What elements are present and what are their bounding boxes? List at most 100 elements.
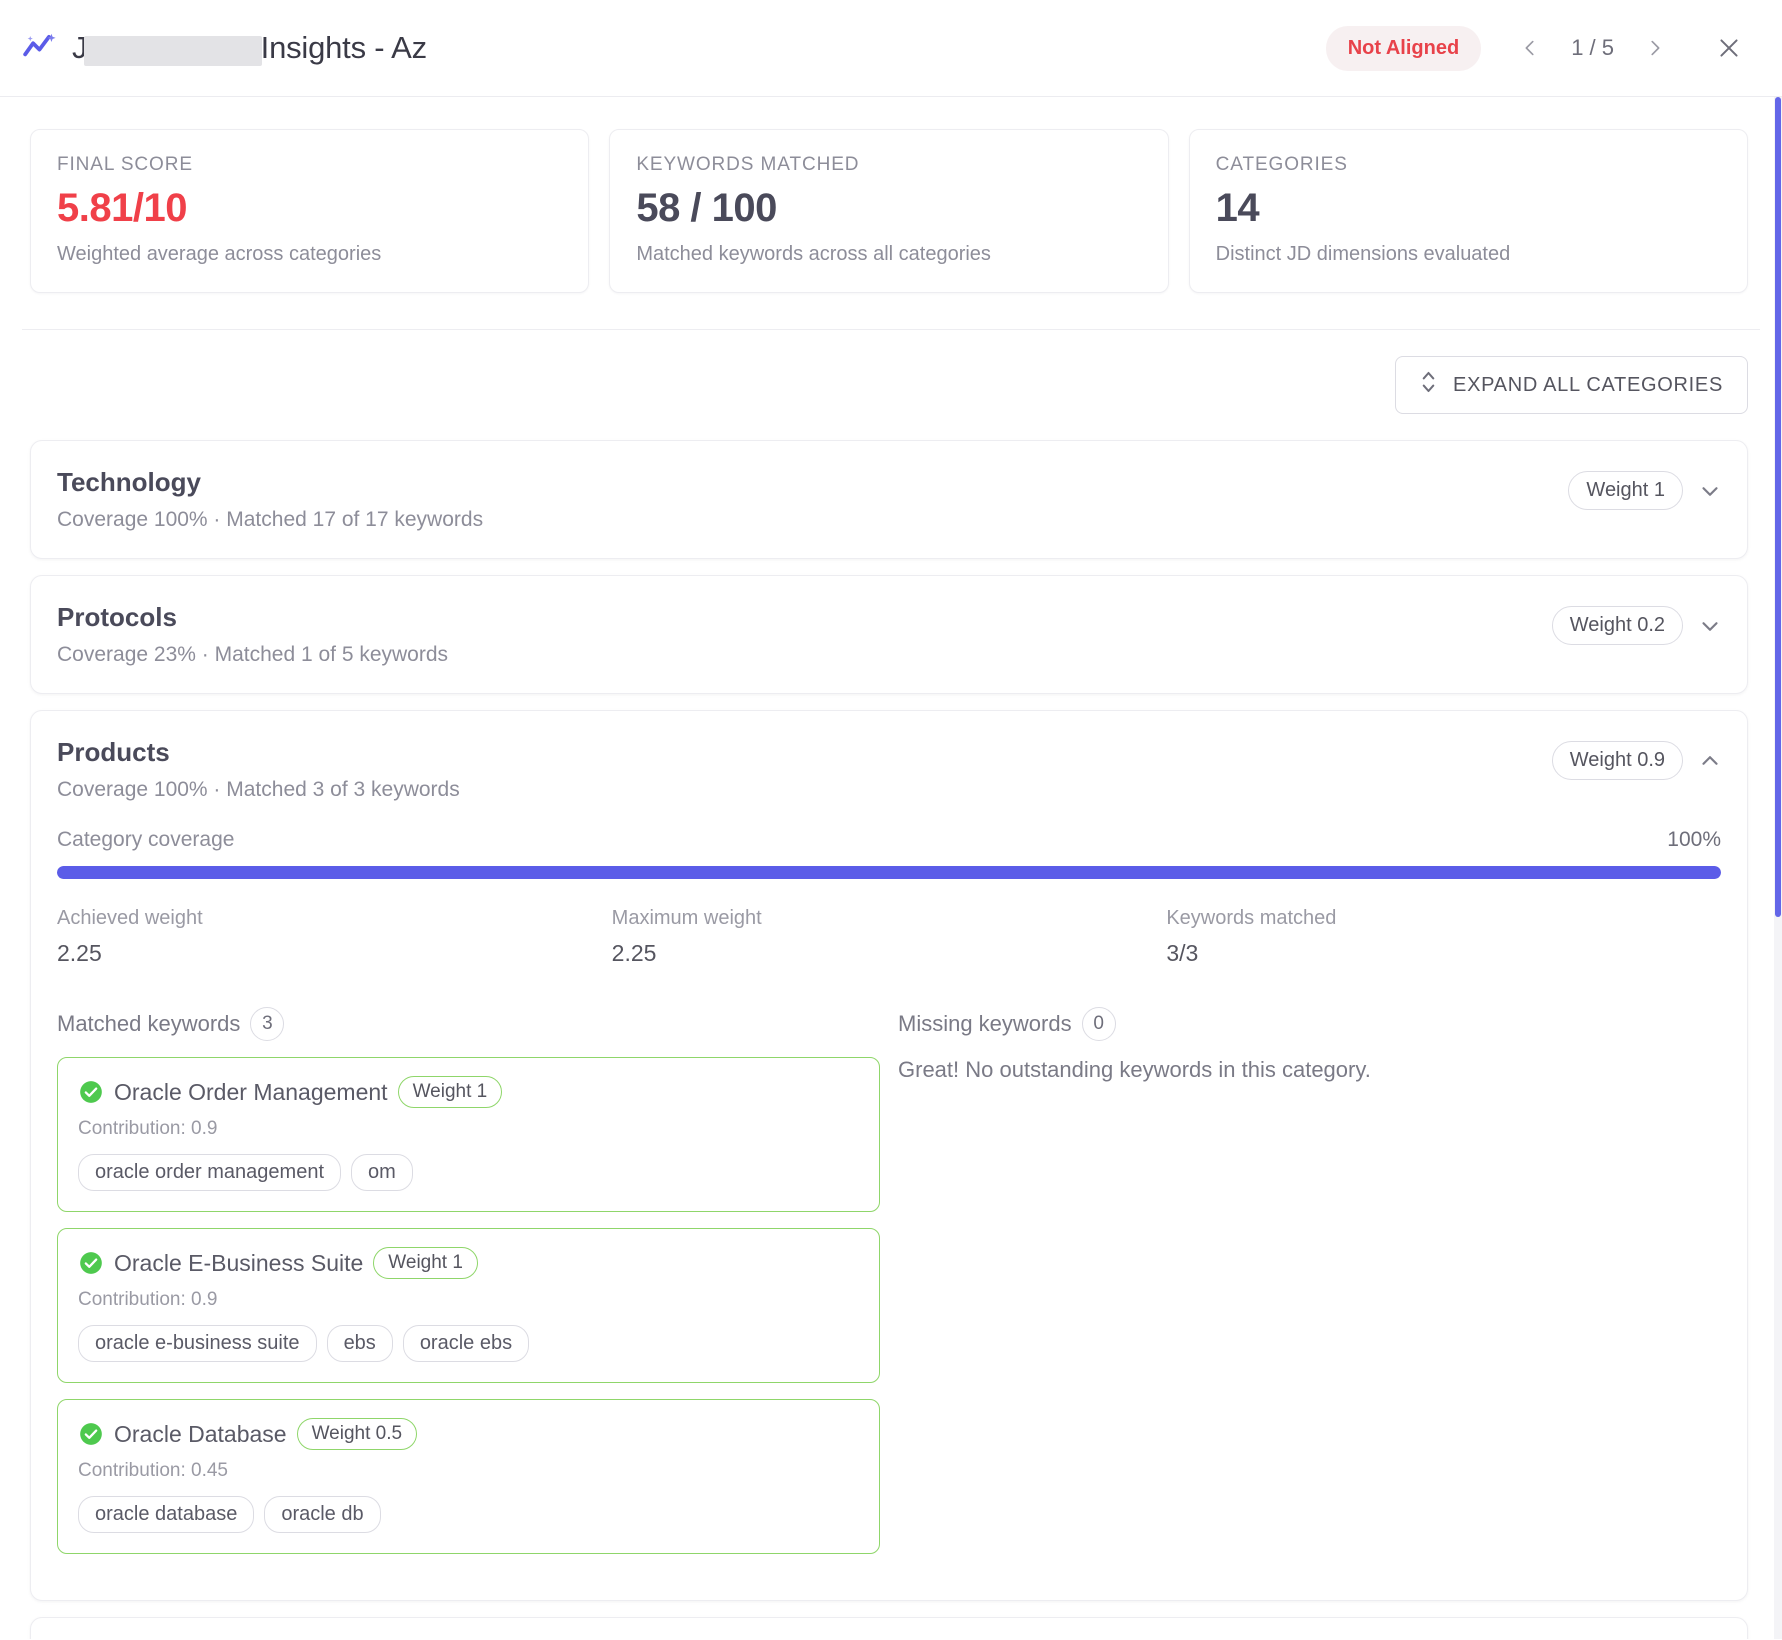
- coverage-progress-fill: [57, 866, 1721, 879]
- content-scroll-area: FINAL SCORE 5.81/10 Weighted average acr…: [0, 97, 1782, 1639]
- sparkline-icon: [22, 29, 60, 67]
- stat-card-categories: CATEGORIES 14 Distinct JD dimensions eva…: [1188, 129, 1748, 293]
- stat-label: FINAL SCORE: [57, 154, 193, 175]
- page-title-suffix: z: [411, 30, 428, 65]
- check-circle-icon: [78, 1079, 104, 1105]
- next-page-button[interactable]: [1632, 25, 1678, 71]
- matched-keyword-weight: Weight 1: [397, 1076, 503, 1108]
- vertical-scrollbar-thumb[interactable]: [1775, 97, 1781, 917]
- metric-label: Maximum weight: [611, 907, 762, 929]
- stat-subtitle: Distinct JD dimensions evaluated: [1215, 243, 1511, 265]
- metric-value: 3/3: [1166, 940, 1199, 966]
- stat-label: KEYWORDS MATCHED: [636, 154, 860, 175]
- matched-keyword-card: Oracle Order Management Weight 1 Contrib…: [57, 1057, 880, 1212]
- matched-keyword-chips: oracle database oracle db: [78, 1496, 859, 1533]
- page-title: JD Alignment Insights - A z: [72, 30, 427, 66]
- redacted-name: [84, 36, 262, 66]
- stat-subtitle: Matched keywords across all categories: [636, 243, 991, 265]
- keyword-chip: oracle order management: [78, 1154, 342, 1191]
- matched-keyword-weight: Weight 1: [373, 1247, 478, 1279]
- keyword-chip: oracle e-business suite: [78, 1325, 317, 1362]
- matched-keywords-count: 3: [250, 1007, 285, 1041]
- missing-keywords-header: Missing keywords 0: [898, 1007, 1721, 1041]
- category-title: Technology: [57, 467, 201, 497]
- matched-keyword-card: Oracle Database Weight 0.5 Contribution:…: [57, 1399, 880, 1554]
- keyword-chip: ebs: [326, 1325, 393, 1362]
- category-detail-panel: Category coverage 100% Achieved weight 2…: [31, 828, 1747, 1600]
- stat-card-final-score: FINAL SCORE 5.81/10 Weighted average acr…: [30, 129, 590, 293]
- category-weight-badge: Weight 0.2: [1551, 606, 1683, 645]
- keyword-chip: oracle database: [78, 1496, 255, 1533]
- keyword-chip: oracle db: [264, 1496, 381, 1533]
- prev-page-button[interactable]: [1507, 25, 1553, 71]
- category-title: Protocols: [57, 602, 177, 632]
- expand-all-categories-button[interactable]: EXPAND ALL CATEGORIES: [1395, 356, 1748, 414]
- missing-keywords-title: Missing keywords: [898, 1011, 1072, 1036]
- coverage-progress-track: [57, 866, 1721, 879]
- metric-value: 2.25: [57, 940, 102, 966]
- category-card-products: Products Coverage 100% · Matched 3 of 3 …: [30, 710, 1748, 1601]
- chevron-down-icon[interactable]: [1697, 613, 1723, 639]
- missing-keywords-column: Missing keywords 0 Great! No outstanding…: [898, 1007, 1721, 1570]
- chevron-down-icon[interactable]: [1697, 478, 1723, 504]
- category-header[interactable]: Protocols Coverage 23% · Matched 1 of 5 …: [31, 576, 1747, 693]
- matched-keywords-title: Matched keywords: [57, 1011, 241, 1036]
- matched-keyword-contribution: Contribution: 0.45: [78, 1460, 228, 1481]
- matched-keyword-chips: oracle order management om: [78, 1154, 859, 1191]
- keyword-chip: oracle ebs: [402, 1325, 530, 1362]
- close-button[interactable]: [1704, 23, 1754, 73]
- category-list: Technology Coverage 100% · Matched 17 of…: [0, 414, 1782, 1639]
- missing-keywords-empty-message: Great! No outstanding keywords in this c…: [898, 1057, 1371, 1082]
- chevron-up-icon[interactable]: [1697, 748, 1723, 774]
- category-header[interactable]: Tools Coverage 87% · Matched 3 of 4 keyw…: [31, 1618, 1747, 1639]
- page-counter: 1 / 5: [1571, 35, 1614, 60]
- check-circle-icon: [78, 1421, 104, 1447]
- category-weight-badge: Weight 1: [1568, 471, 1683, 510]
- metric-label: Keywords matched: [1166, 907, 1337, 929]
- category-card-tools: Tools Coverage 87% · Matched 3 of 4 keyw…: [30, 1617, 1748, 1639]
- matched-keyword-weight: Weight 0.5: [296, 1418, 418, 1450]
- matched-keyword-name: Oracle Database: [114, 1420, 287, 1447]
- keyword-chip: om: [351, 1154, 413, 1191]
- matched-keyword-card: Oracle E-Business Suite Weight 1 Contrib…: [57, 1228, 880, 1383]
- keywords-columns: Matched keywords 3 Oracle Order Manageme…: [57, 1007, 1721, 1570]
- toolbar-row: EXPAND ALL CATEGORIES: [0, 330, 1782, 414]
- matched-keywords-header: Matched keywords 3: [57, 1007, 880, 1041]
- missing-keywords-count: 0: [1081, 1007, 1116, 1041]
- category-weight-badge: Weight 0.9: [1551, 741, 1683, 780]
- vertical-scrollbar-track[interactable]: [1774, 97, 1782, 1639]
- stat-card-keywords-matched: KEYWORDS MATCHED 58 / 100 Matched keywor…: [609, 129, 1169, 293]
- metric-achieved-weight: Achieved weight 2.25: [57, 907, 612, 967]
- metric-value: 2.25: [611, 940, 657, 966]
- chevron-up-down-icon: [1420, 370, 1437, 400]
- coverage-label: Category coverage: [57, 828, 235, 851]
- page-header: JD Alignment Insights - A z Not Aligned …: [0, 0, 1782, 97]
- status-badge: Not Aligned: [1325, 25, 1482, 71]
- category-card-technology: Technology Coverage 100% · Matched 17 of…: [30, 440, 1748, 559]
- matched-keyword-name: Oracle E-Business Suite: [114, 1249, 364, 1276]
- stat-value: 58 / 100: [636, 186, 777, 230]
- stat-subtitle: Weighted average across categories: [57, 243, 382, 265]
- stat-value: 14: [1215, 186, 1260, 230]
- section-divider: [22, 329, 1760, 330]
- coverage-row: Category coverage 100%: [57, 828, 1721, 852]
- category-header[interactable]: Products Coverage 100% · Matched 3 of 3 …: [31, 711, 1747, 828]
- category-summary: Coverage 100% · Matched 3 of 3 keywords: [57, 778, 460, 801]
- metric-label: Achieved weight: [57, 907, 203, 929]
- section-divider-wrap: [0, 293, 1782, 330]
- close-icon: [1720, 39, 1738, 57]
- metrics-row: Achieved weight 2.25 Maximum weight 2.25…: [57, 907, 1721, 967]
- category-summary: Coverage 23% · Matched 1 of 5 keywords: [57, 643, 449, 666]
- category-card-protocols: Protocols Coverage 23% · Matched 1 of 5 …: [30, 575, 1748, 694]
- metric-maximum-weight: Maximum weight 2.25: [612, 907, 1167, 967]
- chevron-right-icon: [1651, 40, 1660, 56]
- header-controls: Not Aligned 1 / 5: [1325, 23, 1754, 73]
- check-circle-icon: [78, 1250, 104, 1276]
- coverage-percent: 100%: [1667, 828, 1721, 851]
- matched-keyword-contribution: Contribution: 0.9: [78, 1289, 218, 1310]
- stat-label: CATEGORIES: [1215, 154, 1348, 175]
- category-header[interactable]: Technology Coverage 100% · Matched 17 of…: [31, 441, 1747, 558]
- summary-stats-row: FINAL SCORE 5.81/10 Weighted average acr…: [0, 97, 1782, 293]
- matched-keyword-chips: oracle e-business suite ebs oracle ebs: [78, 1325, 859, 1362]
